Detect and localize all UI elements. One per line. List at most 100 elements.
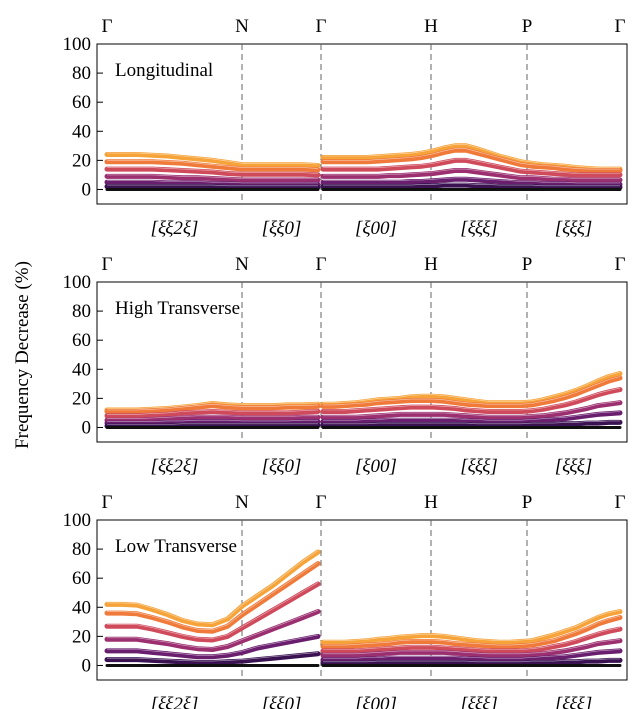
series-separator [323, 177, 620, 184]
series-line [104, 419, 321, 426]
direction-label: [ξξ0] [262, 456, 302, 477]
series-separator [107, 401, 319, 409]
series-separator [323, 411, 621, 421]
series-separator [107, 609, 319, 649]
y-tick-label: 100 [63, 34, 92, 55]
series-line [320, 419, 623, 428]
series-separator [107, 184, 318, 187]
panel-title: Low Transverse [115, 536, 237, 557]
direction-label: [ξ00] [355, 694, 397, 709]
y-tick-label: 0 [82, 655, 92, 676]
series-line [320, 157, 623, 178]
series-separator [323, 168, 620, 179]
series-line [320, 143, 623, 172]
series-line [320, 410, 623, 425]
series-line [320, 638, 623, 658]
series-separator [107, 174, 318, 179]
series-line [104, 166, 321, 178]
high-symmetry-label: P [522, 16, 533, 37]
y-tick-label: 60 [72, 330, 91, 351]
series-line [104, 581, 321, 643]
series-line [320, 182, 623, 190]
series-separator [323, 144, 620, 168]
series-line [104, 184, 321, 190]
series-separator [323, 639, 621, 655]
series-separator [107, 652, 319, 662]
series-separator [107, 634, 319, 656]
y-tick-label: 60 [72, 92, 91, 113]
series-line [104, 173, 321, 183]
series-line [104, 549, 321, 628]
high-symmetry-label: H [424, 16, 438, 37]
series-separator [107, 409, 319, 415]
panel-2: 0 20 40 60 80 100 Γ N Γ H P Γ [ξξ2ξ] [ξξ0] [ξ00] [ξξξ] [… [63, 254, 628, 477]
y-tick-label: 40 [72, 121, 91, 142]
direction-label: [ξξξ] [555, 694, 593, 709]
high-symmetry-label: Γ [102, 492, 113, 513]
series-line [104, 409, 321, 419]
y-tick-label: 20 [72, 388, 91, 409]
high-symmetry-label: Γ [102, 16, 113, 37]
direction-label: [ξξξ] [460, 218, 498, 239]
series-separator [323, 658, 620, 663]
plot-frame [96, 43, 628, 205]
series-separator [107, 403, 319, 411]
y-tick-label: 0 [82, 179, 92, 200]
direction-label: [ξξ2ξ] [151, 694, 199, 709]
y-tick-label: 80 [72, 301, 91, 322]
direction-label: [ξξ0] [262, 218, 302, 239]
high-symmetry-label: Γ [615, 492, 626, 513]
series-line [104, 152, 321, 168]
y-tick-label: 40 [72, 359, 91, 380]
high-symmetry-label: N [235, 16, 249, 37]
series-separator [107, 550, 319, 624]
direction-label: [ξξ2ξ] [151, 218, 199, 239]
series-line [320, 615, 623, 649]
y-axis-label: Frequency Decrease (%) [12, 261, 33, 449]
series-line [104, 403, 321, 414]
panel-title: High Transverse [115, 298, 240, 319]
y-tick-label: 40 [72, 597, 91, 618]
high-symmetry-label: P [522, 254, 533, 275]
series-line [320, 400, 623, 420]
direction-label: [ξξξ] [460, 456, 498, 477]
series-separator [107, 160, 319, 169]
high-symmetry-label: Γ [102, 254, 113, 275]
high-symmetry-label: P [522, 492, 533, 513]
y-tick-label: 100 [63, 510, 92, 531]
panel-3: 0 20 40 60 80 100 Γ N Γ H P Γ [ξξ2ξ] [ξξ0] [ξ00] [ξξξ] [… [63, 492, 628, 709]
series-separator [107, 423, 318, 425]
series-line [320, 609, 623, 645]
series-line [320, 387, 623, 414]
direction-label: [ξ00] [355, 456, 397, 477]
series-line [104, 414, 321, 423]
series-line [320, 375, 623, 409]
direction-label: [ξξ2ξ] [151, 456, 199, 477]
series-separator [323, 615, 621, 646]
series-separator [323, 609, 621, 641]
high-symmetry-label: Γ [316, 492, 327, 513]
series-separator [323, 649, 621, 659]
series-separator [323, 401, 621, 417]
series-separator [107, 415, 318, 419]
series-separator [107, 582, 319, 639]
series-separator [323, 183, 620, 187]
high-symmetry-label: Γ [615, 16, 626, 37]
series-separator [323, 148, 620, 170]
series-line [104, 633, 321, 660]
plot-frame [96, 519, 628, 681]
series-separator [107, 152, 319, 165]
series-separator [323, 158, 620, 174]
plot-frame [96, 281, 628, 443]
series-separator [107, 167, 319, 174]
series-line [320, 657, 623, 666]
panel-title: Longitudinal [115, 60, 213, 81]
high-symmetry-label: N [235, 492, 249, 513]
series-line [104, 179, 321, 187]
series-separator [107, 180, 318, 184]
series-separator [323, 376, 621, 406]
y-tick-label: 100 [63, 272, 92, 293]
series-line [320, 147, 623, 173]
high-symmetry-label: H [424, 254, 438, 275]
